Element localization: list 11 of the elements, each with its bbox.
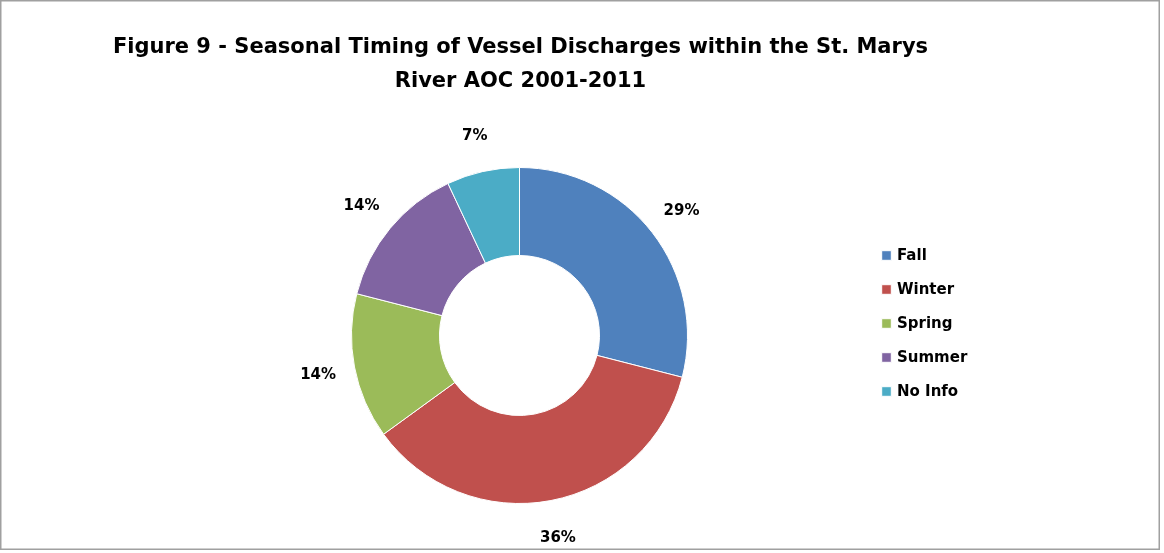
legend-label: Summer [897,348,968,366]
legend-label: No Info [897,382,959,400]
data-label: 36% [539,527,576,546]
data-label: 7% [462,126,488,145]
chart-title: Figure 9 - Seasonal Timing of Vessel Discharges within the St. Marys River AOC 2001-2011 [112,33,929,92]
data-label: 14% [300,364,337,383]
data-label: 29% [663,200,700,219]
legend-label: Winter [897,280,955,298]
legend-label: Fall [897,246,927,264]
legend-label: Spring [897,314,953,332]
data-label: 14% [343,195,380,214]
